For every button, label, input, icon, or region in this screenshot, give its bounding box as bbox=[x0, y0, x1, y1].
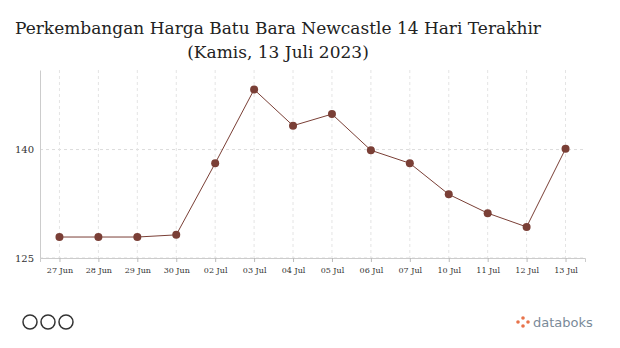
x-tick-label: 30 Jun bbox=[164, 266, 190, 275]
x-grid-line bbox=[565, 70, 566, 258]
x-axis-line bbox=[41, 259, 586, 263]
x-tick-mark bbox=[410, 258, 411, 262]
x-grid-line bbox=[370, 70, 371, 258]
x-tick-mark bbox=[98, 258, 99, 262]
data-point bbox=[133, 233, 141, 241]
title: Perkembangan Harga Batu Bara Newcastle 1… bbox=[15, 18, 542, 38]
license-icon bbox=[59, 315, 73, 329]
y-axis-line bbox=[40, 71, 41, 259]
x-tick-mark bbox=[566, 258, 567, 262]
title-group: Perkembangan Harga Batu Bara Newcastle 1… bbox=[15, 18, 542, 62]
x-tick: 07 Jul bbox=[399, 258, 423, 275]
x-tick-mark bbox=[371, 258, 372, 262]
data-point bbox=[445, 190, 453, 198]
x-tick-mark bbox=[59, 258, 60, 262]
x-grid-line bbox=[331, 70, 332, 258]
data-point bbox=[367, 146, 375, 154]
x-tick-label: 29 Jun bbox=[125, 266, 151, 275]
grid bbox=[40, 70, 585, 258]
x-tick: 02 Jul bbox=[204, 258, 228, 275]
data-point bbox=[484, 209, 492, 217]
data-point bbox=[211, 159, 219, 167]
x-grid-line bbox=[254, 70, 255, 258]
x-tick-mark bbox=[293, 258, 294, 262]
x-tick-mark bbox=[137, 258, 138, 262]
y-grid-line bbox=[40, 149, 585, 150]
x-tick-label: 13 Jul bbox=[554, 266, 578, 275]
x-tick: 05 Jul bbox=[321, 258, 345, 275]
x-grid-line bbox=[59, 70, 60, 258]
data-point bbox=[523, 223, 531, 231]
x-tick: 03 Jul bbox=[243, 258, 267, 275]
logo-dot bbox=[521, 324, 525, 328]
x-tick: 13 Jul bbox=[554, 258, 578, 275]
data-point bbox=[562, 145, 570, 153]
x-tick-mark bbox=[215, 258, 216, 262]
data-point bbox=[94, 233, 102, 241]
x-tick-label: 11 Jul bbox=[476, 266, 500, 275]
y-tick: 140 bbox=[15, 144, 40, 155]
x-tick: 04 Jul bbox=[282, 258, 306, 275]
x-tick-mark bbox=[527, 258, 528, 262]
x-tick-mark bbox=[176, 258, 177, 262]
y-axis: 125 140 bbox=[15, 71, 41, 264]
data-point bbox=[328, 110, 336, 118]
y-tick: 125 bbox=[15, 253, 40, 264]
x-grid-line bbox=[137, 70, 138, 258]
data-point bbox=[406, 159, 414, 167]
x-axis: 27 Jun 28 Jun 29 Jun 30 Jun 02 Jul 03 Jul 04 J… bbox=[41, 258, 586, 275]
data-line bbox=[59, 90, 565, 238]
x-tick-label: 04 Jul bbox=[282, 266, 306, 275]
x-tick-mark bbox=[449, 258, 450, 262]
logo-dot bbox=[526, 320, 530, 324]
x-tick: 10 Jul bbox=[437, 258, 461, 275]
y-tick-label: 140 bbox=[15, 144, 34, 155]
subtitle: (Kamis, 13 Juli 2023) bbox=[187, 42, 369, 62]
x-tick-label: 28 Jun bbox=[86, 266, 112, 275]
data-point bbox=[172, 231, 180, 239]
x-tick-mark bbox=[332, 258, 333, 262]
x-tick: 30 Jun bbox=[164, 258, 190, 275]
x-tick-label: 12 Jul bbox=[515, 266, 539, 275]
x-tick-label: 03 Jul bbox=[243, 266, 267, 275]
watermark: databoks bbox=[533, 315, 593, 330]
x-tick-label: 10 Jul bbox=[437, 266, 461, 275]
license-icon bbox=[23, 315, 37, 329]
x-tick: 27 Jun bbox=[47, 258, 73, 275]
x-grid-line bbox=[293, 70, 294, 258]
x-tick: 06 Jul bbox=[360, 258, 384, 275]
data-point bbox=[289, 122, 297, 130]
x-tick-label: 05 Jul bbox=[321, 266, 345, 275]
y-tick-label: 125 bbox=[15, 253, 34, 264]
logo-dot bbox=[516, 320, 520, 324]
plot-area bbox=[55, 86, 569, 242]
x-tick-mark bbox=[254, 258, 255, 262]
x-tick: 29 Jun bbox=[125, 258, 151, 275]
chart: Perkembangan Harga Batu Bara Newcastle 1… bbox=[0, 0, 620, 348]
x-tick-label: 02 Jul bbox=[204, 266, 228, 275]
data-point bbox=[55, 233, 63, 241]
x-tick-label: 06 Jul bbox=[360, 266, 384, 275]
x-tick-label: 27 Jun bbox=[47, 266, 73, 275]
x-tick-label: 07 Jul bbox=[399, 266, 423, 275]
x-grid-line bbox=[448, 70, 449, 258]
footer: databoks bbox=[23, 315, 593, 330]
x-tick: 12 Jul bbox=[515, 258, 539, 275]
logo-dot bbox=[521, 316, 525, 320]
x-grid-line bbox=[98, 70, 99, 258]
x-tick: 28 Jun bbox=[86, 258, 112, 275]
license-icon bbox=[41, 315, 55, 329]
data-point bbox=[250, 86, 258, 94]
x-grid-line bbox=[176, 70, 177, 258]
x-tick: 11 Jul bbox=[476, 258, 500, 275]
x-grid-line bbox=[487, 70, 488, 258]
x-tick-mark bbox=[488, 258, 489, 262]
